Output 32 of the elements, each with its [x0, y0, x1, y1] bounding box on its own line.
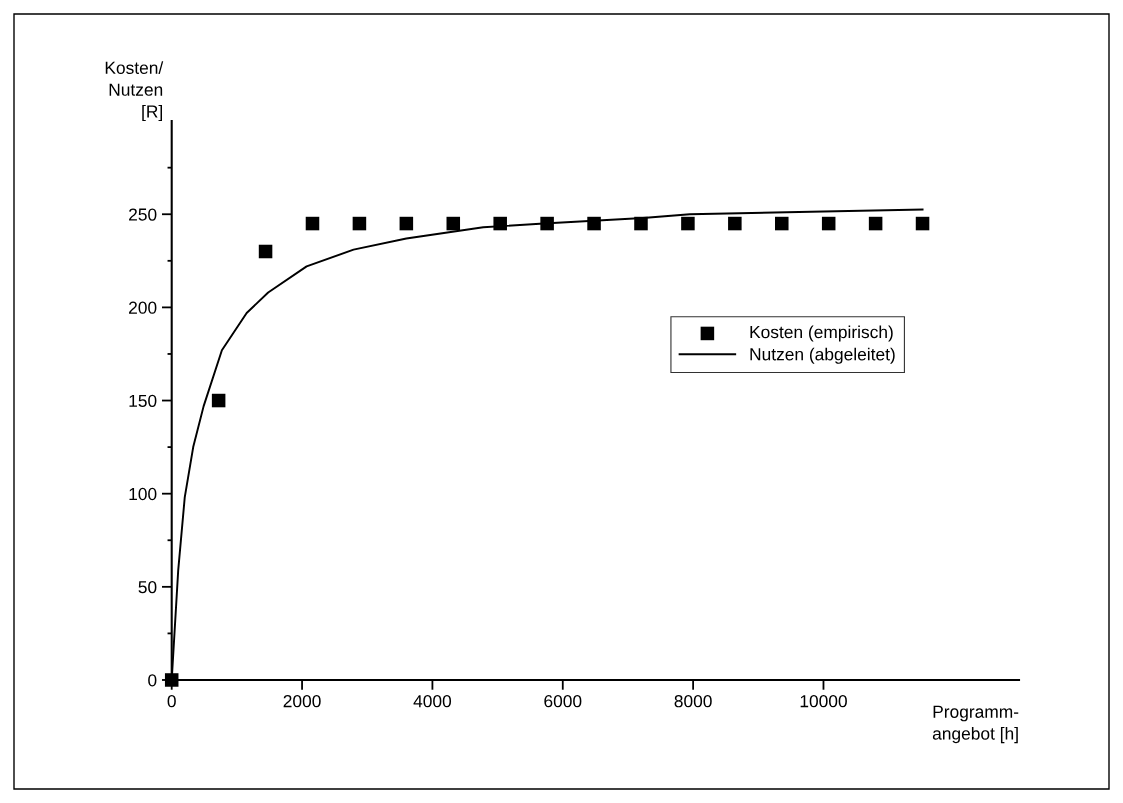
x-tick-label: 10000: [800, 695, 847, 708]
point: [352, 216, 367, 231]
point: [775, 216, 789, 231]
y-tick-label: 50: [138, 581, 157, 594]
y-tick-label: 100: [129, 487, 157, 501]
y-tick-label: 250: [129, 208, 157, 221]
x-tick-label: 6000: [544, 695, 582, 708]
point: [540, 216, 554, 231]
point: [446, 216, 461, 231]
y-axis-title: Kosten/ Nutzen [R]: [105, 61, 164, 122]
point: [915, 216, 930, 231]
point: [587, 216, 601, 231]
point: [305, 216, 320, 231]
y-tick-label: 150: [129, 394, 157, 407]
x-tick-label: 4000: [413, 695, 452, 708]
point: [634, 216, 648, 231]
point: [821, 216, 836, 231]
point: [493, 216, 507, 231]
y-tick-label: 200: [129, 301, 157, 314]
legend-label: Nutzen (abgeleitet): [750, 347, 895, 364]
point: [258, 244, 273, 259]
point: [681, 216, 695, 231]
x-tick-label: 8000: [674, 695, 712, 708]
y-tick-label: 0: [148, 674, 157, 687]
point: [211, 393, 226, 408]
legend-label: Kosten (empirisch): [750, 325, 893, 342]
point: [728, 216, 742, 231]
point: [868, 216, 883, 231]
point: [399, 216, 414, 231]
x-axis-title: Programm- angebot [h]: [932, 705, 1019, 744]
x-tick-label: 0: [167, 695, 176, 708]
x-tick-label: 2000: [283, 695, 321, 708]
